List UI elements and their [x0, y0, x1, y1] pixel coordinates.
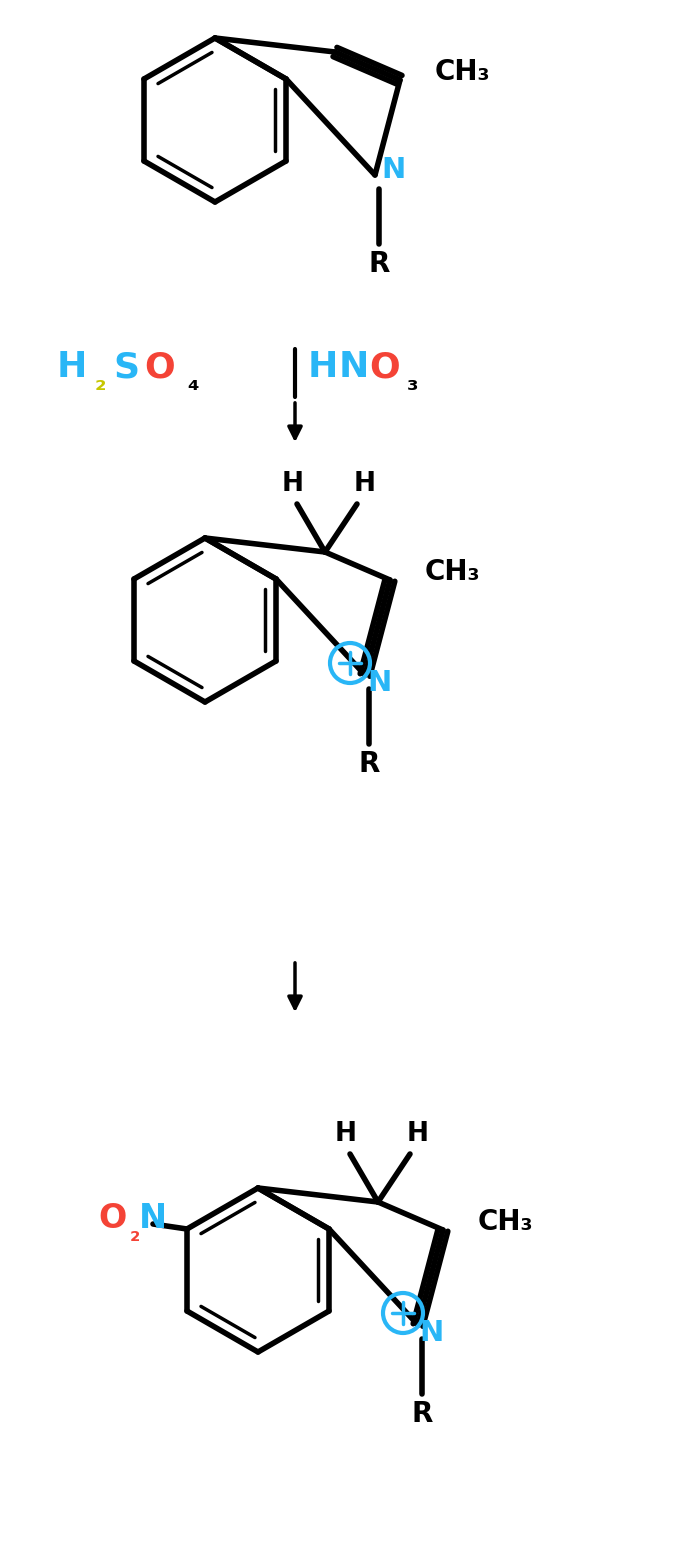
Text: N: N: [381, 157, 405, 183]
Text: ₂: ₂: [130, 1221, 140, 1247]
Text: S: S: [113, 349, 139, 384]
Text: H: H: [335, 1121, 357, 1146]
Text: ₃: ₃: [407, 370, 419, 396]
Text: R: R: [358, 750, 380, 778]
Text: H: H: [407, 1121, 429, 1146]
Text: N: N: [420, 1319, 444, 1347]
Text: ₄: ₄: [187, 370, 199, 396]
Text: CH₃: CH₃: [434, 58, 490, 86]
Text: CH₃: CH₃: [424, 557, 480, 586]
Text: R: R: [411, 1400, 433, 1428]
Text: N: N: [367, 669, 391, 697]
Text: O: O: [369, 349, 400, 384]
Text: N: N: [139, 1203, 167, 1236]
Text: O: O: [99, 1203, 127, 1236]
Text: O: O: [144, 349, 175, 384]
Text: CH₃: CH₃: [477, 1207, 533, 1236]
Text: ₂: ₂: [94, 370, 106, 396]
Text: R: R: [368, 251, 389, 279]
Text: H: H: [308, 349, 338, 384]
Text: H: H: [354, 471, 376, 496]
Text: N: N: [338, 349, 369, 384]
Text: H: H: [57, 349, 87, 384]
Text: H: H: [282, 471, 304, 496]
